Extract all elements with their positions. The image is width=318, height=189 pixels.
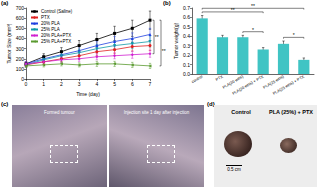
svg-text:0.2: 0.2 bbox=[183, 52, 190, 58]
html-text:(c): (c) bbox=[1, 101, 9, 107]
svg-text:5: 5 bbox=[113, 81, 116, 87]
svg-text:Control (Saline): Control (Saline) bbox=[41, 9, 73, 14]
html-text:Formed tumour: Formed tumour bbox=[44, 110, 75, 115]
svg-text:0.4: 0.4 bbox=[183, 33, 190, 39]
html-text:(d): (d) bbox=[207, 101, 215, 107]
svg-text:**: ** bbox=[155, 34, 159, 40]
svg-text:0: 0 bbox=[25, 81, 28, 87]
svg-text:4: 4 bbox=[95, 81, 98, 87]
svg-text:control: control bbox=[191, 74, 204, 84]
svg-text:0.7: 0.7 bbox=[183, 5, 190, 11]
svg-text:700: 700 bbox=[16, 5, 25, 11]
svg-text:200: 200 bbox=[16, 56, 25, 62]
svg-text:(a): (a) bbox=[1, 0, 8, 6]
svg-text:2: 2 bbox=[60, 81, 63, 87]
svg-text:20% PLA+PTX: 20% PLA+PTX bbox=[41, 33, 71, 38]
html-text:0.5 cm: 0.5 cm bbox=[227, 167, 241, 172]
svg-text:**: ** bbox=[162, 48, 166, 54]
svg-text:*: * bbox=[293, 32, 295, 38]
svg-text:0.0: 0.0 bbox=[183, 71, 190, 77]
svg-text:0.1: 0.1 bbox=[183, 62, 190, 68]
svg-text:3: 3 bbox=[78, 81, 81, 87]
svg-text:1: 1 bbox=[42, 81, 45, 87]
svg-text:400: 400 bbox=[16, 35, 25, 41]
html-text:Injection site 1 day after inj: Injection site 1 day after injection bbox=[123, 110, 190, 115]
svg-text:**: ** bbox=[231, 7, 235, 13]
svg-text:600: 600 bbox=[16, 15, 25, 21]
svg-text:0.6: 0.6 bbox=[183, 14, 190, 20]
svg-text:0.3: 0.3 bbox=[183, 43, 190, 49]
svg-text:PTX: PTX bbox=[41, 15, 50, 20]
svg-text:25% PLA+PTX: 25% PLA+PTX bbox=[41, 39, 71, 44]
svg-text:(b): (b) bbox=[163, 0, 171, 6]
svg-text:0: 0 bbox=[21, 76, 24, 83]
html-text:Control: Control bbox=[231, 109, 251, 115]
svg-text:0.5: 0.5 bbox=[183, 24, 190, 30]
svg-text:7: 7 bbox=[149, 81, 152, 87]
svg-text:100: 100 bbox=[16, 66, 25, 72]
svg-text:25% PLA: 25% PLA bbox=[41, 27, 60, 32]
svg-text:Tumor Size (mm³): Tumor Size (mm³) bbox=[6, 23, 12, 63]
svg-text:**: ** bbox=[251, 3, 255, 9]
svg-text:500: 500 bbox=[16, 25, 25, 31]
svg-text:6: 6 bbox=[131, 81, 134, 87]
svg-text:300: 300 bbox=[16, 46, 25, 52]
svg-text:Time (day): Time (day) bbox=[76, 91, 100, 97]
svg-text:Tumor weight(g): Tumor weight(g) bbox=[173, 23, 179, 60]
svg-text:PLA(25 wt%) + PTX: PLA(25 wt%) + PTX bbox=[272, 74, 306, 96]
svg-text:PTX: PTX bbox=[215, 74, 225, 82]
html-text:PLA (25%) + PTX: PLA (25%) + PTX bbox=[269, 109, 313, 115]
svg-text:*: * bbox=[252, 27, 254, 33]
svg-text:PLA(20 wt%) + PTX: PLA(20 wt%) + PTX bbox=[231, 74, 265, 96]
svg-text:20% PLA: 20% PLA bbox=[41, 21, 60, 26]
